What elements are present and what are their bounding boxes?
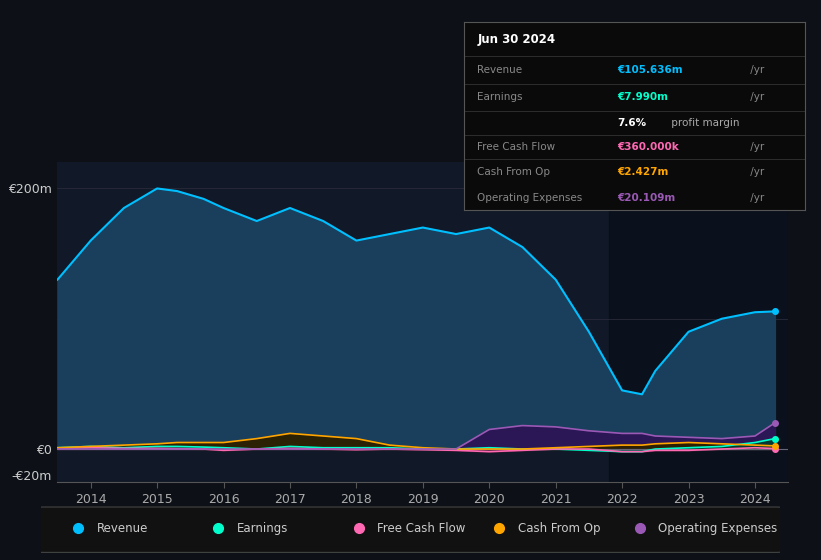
- Text: Operating Expenses: Operating Expenses: [478, 193, 583, 203]
- Text: /yr: /yr: [746, 167, 764, 178]
- Text: 7.6%: 7.6%: [617, 118, 646, 128]
- Bar: [609, 162, 788, 482]
- Text: Jun 30 2024: Jun 30 2024: [478, 33, 556, 46]
- Text: €2.427m: €2.427m: [617, 167, 668, 178]
- Text: €20.109m: €20.109m: [617, 193, 676, 203]
- Text: Earnings: Earnings: [478, 92, 523, 102]
- Text: Free Cash Flow: Free Cash Flow: [478, 142, 556, 152]
- Text: €360.000k: €360.000k: [617, 142, 679, 152]
- Text: Revenue: Revenue: [97, 522, 148, 535]
- Text: €105.636m: €105.636m: [617, 65, 683, 75]
- Text: profit margin: profit margin: [668, 118, 740, 128]
- Text: /yr: /yr: [746, 142, 764, 152]
- Text: Earnings: Earnings: [237, 522, 288, 535]
- Text: Revenue: Revenue: [478, 65, 523, 75]
- Text: /yr: /yr: [746, 92, 764, 102]
- Text: Cash From Op: Cash From Op: [518, 522, 600, 535]
- Text: Cash From Op: Cash From Op: [478, 167, 551, 178]
- Text: Free Cash Flow: Free Cash Flow: [378, 522, 466, 535]
- FancyBboxPatch shape: [38, 507, 782, 552]
- Text: /yr: /yr: [746, 65, 764, 75]
- Text: Operating Expenses: Operating Expenses: [658, 522, 777, 535]
- Text: /yr: /yr: [746, 193, 764, 203]
- Text: €7.990m: €7.990m: [617, 92, 668, 102]
